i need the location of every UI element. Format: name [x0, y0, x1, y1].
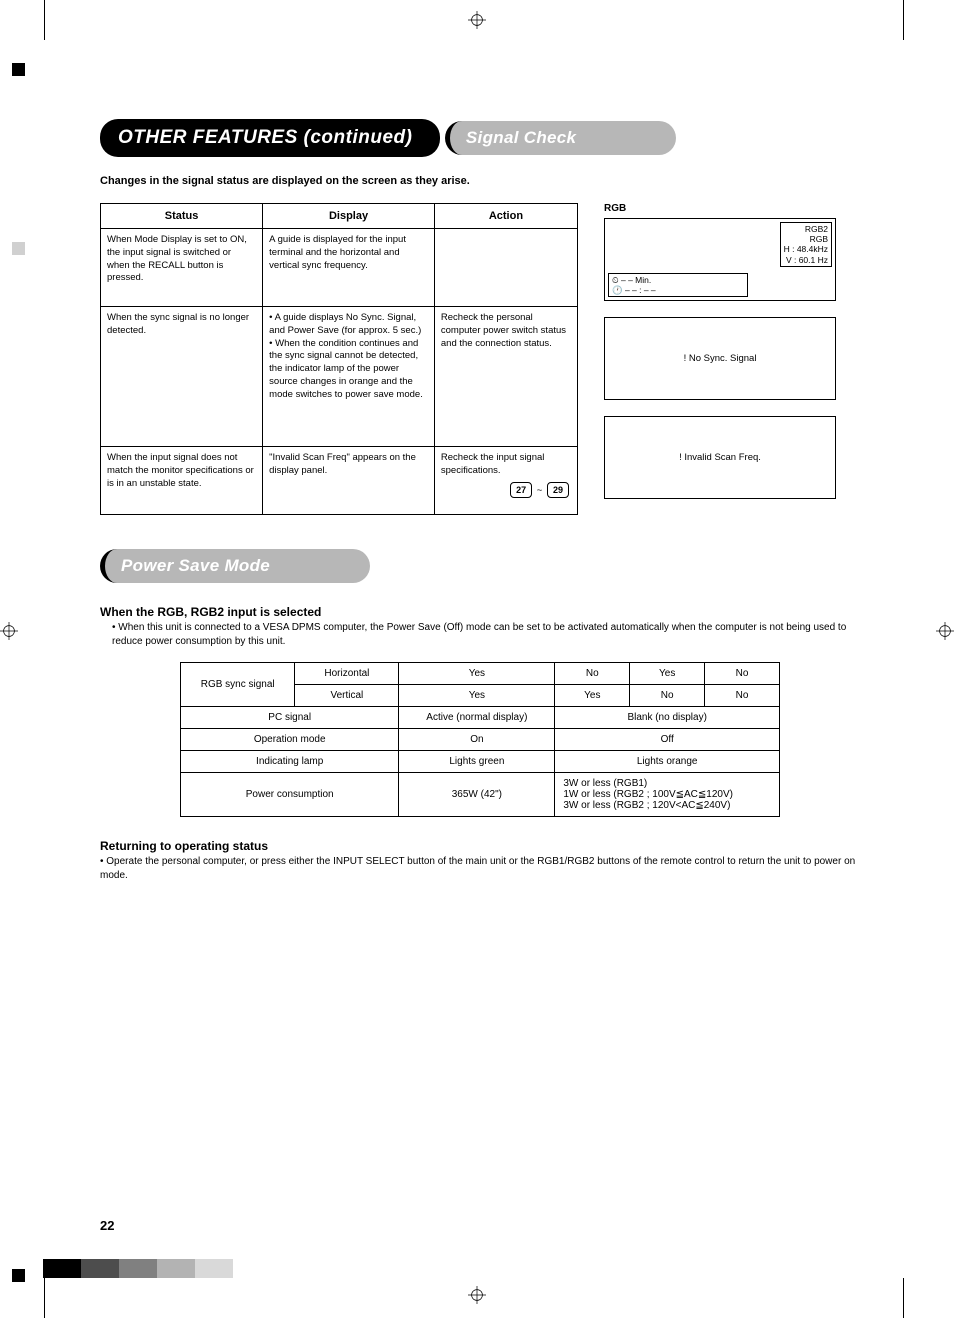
table-row: RGB sync signal Horizontal Yes No Yes No	[181, 663, 780, 685]
osd-tag-line: RGB	[784, 234, 828, 244]
table-cell: PC signal	[181, 707, 399, 729]
rgb-label: RGB	[604, 203, 836, 214]
table-cell: Yes	[399, 663, 555, 685]
registration-mark-left	[0, 622, 18, 640]
section-heading-signal-check: Signal Check	[445, 121, 676, 155]
osd-tag: RGB2 RGB H : 48.4kHz V : 60.1 Hz	[780, 222, 832, 267]
page-title: OTHER FEATURES (continued)	[100, 119, 440, 157]
table-cell: Yes	[630, 663, 705, 685]
osd-timer-line: ⏲ – – Min.	[612, 275, 744, 285]
signal-side-panel: RGB RGB2 RGB H : 48.4kHz V : 60.1 Hz ⏲ –…	[604, 203, 836, 515]
crop-mark	[12, 242, 25, 255]
footer-square	[176, 1259, 195, 1278]
osd-box-nosync: ! No Sync. Signal	[604, 317, 836, 400]
power-save-table: RGB sync signal Horizontal Yes No Yes No…	[180, 662, 780, 817]
table-cell	[434, 229, 577, 307]
table-cell: No	[705, 663, 780, 685]
table-cell: • A guide displays No Sync. Signal, and …	[263, 307, 435, 447]
table-cell: When Mode Display is set to ON, the inpu…	[101, 229, 263, 307]
footer-square	[43, 1259, 62, 1278]
table-cell: A guide is displayed for the input termi…	[263, 229, 435, 307]
crop-line	[903, 0, 904, 40]
table-cell: Operation mode	[181, 729, 399, 751]
signal-check-table: Status Display Action When Mode Display …	[100, 203, 578, 515]
footer-square	[100, 1259, 119, 1278]
footer-color-bar	[43, 1259, 233, 1278]
table-row: Indicating lamp Lights green Lights oran…	[181, 751, 780, 773]
page-ref: 29	[547, 482, 569, 498]
table-cell: When the input signal does not match the…	[101, 447, 263, 515]
footer-square	[214, 1259, 233, 1278]
table-row: When the input signal does not match the…	[101, 447, 578, 515]
cell-text: Recheck the input signal specifications.	[441, 452, 545, 476]
table-cell: Blank (no display)	[555, 707, 780, 729]
table-row: Power consumption 365W (42") 3W or less …	[181, 773, 780, 817]
table-cell: Lights green	[399, 751, 555, 773]
table-cell: Vertical	[295, 685, 399, 707]
table-cell: Recheck the input signal specifications.…	[434, 447, 577, 515]
registration-mark-top	[468, 11, 486, 29]
osd-tag-line: H : 48.4kHz	[784, 244, 828, 254]
table-cell: 365W (42")	[399, 773, 555, 817]
footer-square	[62, 1259, 81, 1278]
page-content: OTHER FEATURES (continued) Signal Check …	[100, 95, 860, 882]
table-header: Display	[263, 204, 435, 229]
table-cell: On	[399, 729, 555, 751]
table-cell: Active (normal display)	[399, 707, 555, 729]
footer-square	[119, 1259, 138, 1278]
table-row: PC signal Active (normal display) Blank …	[181, 707, 780, 729]
crop-line	[44, 1278, 45, 1318]
table-cell: Indicating lamp	[181, 751, 399, 773]
subtext-rgb-selected: • When this unit is connected to a VESA …	[100, 621, 860, 648]
footer-square	[157, 1259, 176, 1278]
table-cell: Yes	[555, 685, 630, 707]
table-row: Operation mode On Off	[181, 729, 780, 751]
table-cell: RGB sync signal	[181, 663, 295, 707]
page-number: 22	[100, 1218, 114, 1233]
table-cell: No	[630, 685, 705, 707]
osd-text: ! No Sync. Signal	[605, 318, 835, 399]
osd-timer-line: 🕐 – – : – –	[612, 285, 744, 295]
osd-tag-line: V : 60.1 Hz	[784, 255, 828, 265]
registration-mark-right	[936, 622, 954, 640]
footer-square	[195, 1259, 214, 1278]
table-row: When the sync signal is no longer detect…	[101, 307, 578, 447]
table-cell: Recheck the personal computer power swit…	[434, 307, 577, 447]
subheading-rgb-selected: When the RGB, RGB2 input is selected	[100, 605, 860, 619]
table-cell: Horizontal	[295, 663, 399, 685]
table-cell: Power consumption	[181, 773, 399, 817]
table-row: When Mode Display is set to ON, the inpu…	[101, 229, 578, 307]
section-heading-power-save: Power Save Mode	[100, 549, 370, 583]
page-ref: 27	[510, 482, 532, 498]
table-cell: "Invalid Scan Freq" appears on the displ…	[263, 447, 435, 515]
subheading-returning: Returning to operating status	[100, 839, 860, 853]
osd-timer: ⏲ – – Min. 🕐 – – : – –	[608, 273, 748, 297]
registration-mark-bottom	[468, 1286, 486, 1304]
table-cell: No	[555, 663, 630, 685]
osd-text: ! Invalid Scan Freq.	[605, 417, 835, 498]
osd-tag-line: RGB2	[784, 224, 828, 234]
table-cell: When the sync signal is no longer detect…	[101, 307, 263, 447]
crop-line	[44, 0, 45, 40]
subtext-returning: • Operate the personal computer, or pres…	[100, 855, 860, 882]
crop-mark	[12, 63, 25, 76]
footer-square	[81, 1259, 100, 1278]
osd-box-invalid: ! Invalid Scan Freq.	[604, 416, 836, 499]
table-cell: Lights orange	[555, 751, 780, 773]
crop-line	[903, 1278, 904, 1318]
footer-square	[138, 1259, 157, 1278]
osd-box-rgb: RGB2 RGB H : 48.4kHz V : 60.1 Hz ⏲ – – M…	[604, 218, 836, 301]
table-cell: 3W or less (RGB1) 1W or less (RGB2 ; 100…	[555, 773, 780, 817]
signal-check-intro: Changes in the signal status are display…	[100, 175, 860, 187]
table-cell: No	[705, 685, 780, 707]
table-header: Status	[101, 204, 263, 229]
table-cell: Off	[555, 729, 780, 751]
crop-mark	[12, 1269, 25, 1282]
table-cell: Yes	[399, 685, 555, 707]
table-header: Action	[434, 204, 577, 229]
page-ref-group: 27 ~ 29	[441, 482, 571, 498]
